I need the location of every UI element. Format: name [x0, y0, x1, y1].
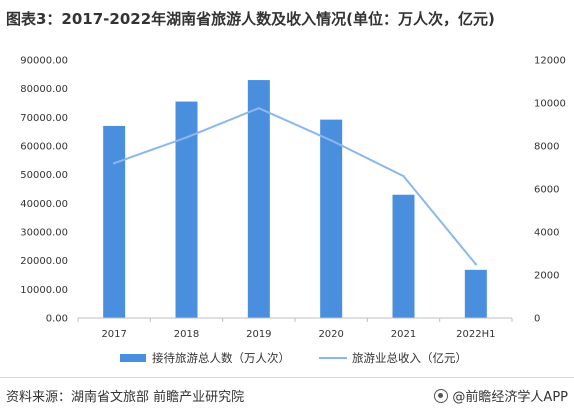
y-right-tick-label: 8000 — [534, 142, 559, 153]
y-left-tick-label: 40000.00 — [20, 199, 68, 210]
line-point — [185, 136, 188, 139]
bar — [247, 80, 270, 318]
brand-label: @前瞻经济学人APP — [452, 390, 568, 405]
bar — [175, 101, 198, 318]
y-left-tick-label: 50000.00 — [20, 170, 68, 181]
y-right-tick-label: 10000 — [534, 99, 566, 110]
legend-bar-swatch — [120, 354, 146, 362]
y-left-tick-label: 30000.00 — [20, 228, 68, 239]
legend-line-label: 旅游业总收入（亿元） — [352, 351, 467, 365]
x-tick-label: 2020 — [318, 329, 343, 340]
chart-title: 图表3：2017-2022年湖南省旅游人数及收入情况(单位：万人次，亿元) — [6, 10, 495, 28]
line-point — [112, 162, 116, 165]
x-tick-label: 2022H1 — [456, 329, 495, 340]
brand-credit: @前瞻经济学人APP — [434, 386, 568, 405]
y-right-tick-label: 0 — [534, 314, 540, 325]
legend: 接待旅游总人数（万人次） 旅游业总收入（亿元） — [120, 351, 467, 365]
line-point — [474, 263, 478, 266]
y-left-tick-label: 90000.00 — [20, 56, 68, 67]
income-line — [113, 107, 477, 265]
y-left-tick-label: 20000.00 — [20, 256, 68, 267]
plot-area: 0.00 10000.00 20000.00 30000.00 40000.00 5000… — [20, 56, 566, 341]
y-right-tick-label: 12000 — [534, 56, 566, 67]
y-right-tick-label: 6000 — [534, 185, 559, 196]
footer-divider — [0, 377, 574, 378]
x-tick-label: 2017 — [101, 329, 126, 340]
y-right-tick-label: 4000 — [534, 228, 559, 239]
y-left-tick-label: 80000.00 — [20, 84, 68, 95]
y-left-tick-label: 60000.00 — [20, 142, 68, 153]
y-right-tick-label: 2000 — [534, 271, 559, 282]
brand-logo-icon — [434, 388, 449, 403]
legend-bar-label: 接待旅游总人数（万人次） — [152, 351, 290, 365]
x-tick-label: 2018 — [174, 329, 199, 340]
bar — [392, 194, 415, 318]
line-point — [257, 106, 261, 110]
y-left-tick-label: 70000.00 — [20, 113, 68, 124]
source-note: 资料来源：湖南省文旅部 前瞻产业研究院 — [6, 390, 245, 405]
line-point — [402, 174, 405, 178]
chart-svg: 0.00 10000.00 20000.00 30000.00 40000.00 5000… — [20, 56, 566, 366]
x-tick-label: 2021 — [391, 329, 416, 340]
y-left-tick-label: 10000.00 — [20, 285, 68, 296]
y-left-tick-label: 0.00 — [46, 314, 68, 325]
x-tick-label: 2019 — [246, 329, 271, 340]
bar — [464, 269, 487, 318]
line-point — [329, 139, 333, 142]
bar — [320, 119, 343, 318]
bar — [103, 125, 126, 318]
